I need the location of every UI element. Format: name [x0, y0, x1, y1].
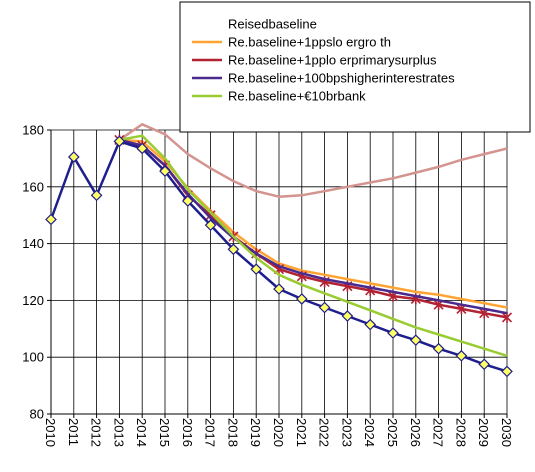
x-tick-label: 2012	[89, 418, 104, 447]
data-point	[45, 213, 57, 226]
data-point	[204, 219, 217, 231]
legend-box	[179, 1, 531, 133]
y-tick-label: 80	[30, 407, 44, 422]
series-layer	[45, 123, 513, 378]
data-point	[159, 165, 171, 178]
data-point	[227, 243, 240, 256]
legend-item: Re.baseline+100bpshigherinterestrates	[192, 71, 455, 86]
x-tick-label: 2013	[111, 418, 126, 447]
legend-label: Re.baseline+€10brbank	[228, 89, 366, 104]
series-line	[118, 123, 508, 198]
axis-layer: 80 100 120 140 160 180 2010 2011 2012 2013 2014 201…	[22, 123, 514, 447]
x-tick-label: 2015	[157, 418, 172, 447]
x-tick-label: 2017	[203, 418, 218, 447]
y-tick-label: 140	[22, 236, 44, 251]
data-point	[90, 189, 103, 202]
legend-label: Re.baseline+1pplo erprimarysurplus	[228, 53, 437, 68]
x-tick-label: 2018	[225, 418, 240, 447]
x-tick-label: 2020	[271, 418, 286, 447]
data-point	[113, 135, 126, 148]
data-point	[387, 327, 399, 339]
y-tick-label: 120	[22, 293, 44, 308]
data-point	[295, 293, 308, 305]
y-tick-label: 100	[22, 350, 44, 365]
legend-label: Re.baseline+1ppslo ergro th	[228, 35, 391, 50]
series-0	[118, 123, 508, 198]
x-tick-label: 2022	[317, 418, 332, 447]
x-tick-label: 2021	[294, 418, 309, 447]
x-tick-label: 2030	[499, 418, 514, 447]
data-point	[136, 142, 149, 155]
series-1	[119, 138, 508, 309]
data-point	[501, 311, 513, 323]
data-point	[364, 318, 377, 331]
data-point	[478, 358, 491, 371]
x-tick-label: 2010	[43, 418, 58, 447]
x-tick-label: 2025	[385, 418, 400, 447]
series-line	[119, 134, 508, 357]
legend-item: Reisedbaseline	[228, 17, 317, 32]
x-tick-label: 2011	[66, 418, 81, 446]
legend-item: Re.baseline+1pplo erprimarysurplus	[192, 53, 437, 68]
x-tick-label: 2027	[431, 418, 446, 447]
data-point	[341, 310, 354, 322]
legend-item: Re.baseline+€10brbank	[192, 89, 366, 104]
data-point	[250, 263, 263, 276]
legend-label: Reisedbaseline	[228, 17, 317, 32]
series-line	[119, 138, 508, 315]
legend-label: Re.baseline+100bpshigherinterestrates	[228, 71, 455, 86]
legend-item: Re.baseline+1ppslo ergro th	[192, 35, 391, 50]
y-tick-label: 180	[22, 123, 44, 138]
x-tick-label: 2029	[476, 418, 491, 447]
series-4	[119, 134, 508, 357]
data-point	[318, 301, 331, 314]
legend: Reisedbaseline Re.baseline+1ppslo ergro t…	[179, 1, 531, 133]
data-point	[501, 365, 513, 378]
x-tick-label: 2019	[248, 418, 263, 447]
data-point	[409, 334, 422, 347]
x-tick-label: 2028	[453, 418, 468, 447]
series-line	[119, 138, 508, 319]
data-point	[432, 342, 445, 355]
x-tick-label: 2024	[362, 418, 377, 447]
x-tick-label: 2014	[134, 418, 149, 447]
data-point	[181, 195, 194, 207]
x-tick-label: 2016	[180, 418, 195, 447]
series-3	[119, 138, 508, 315]
data-point	[67, 151, 80, 163]
series-line	[119, 138, 508, 309]
data-point	[455, 349, 468, 362]
x-tick-label: 2023	[339, 418, 354, 447]
data-point	[273, 283, 285, 295]
y-tick-label: 160	[22, 179, 44, 194]
x-tick-label: 2026	[408, 418, 423, 447]
series-5	[45, 135, 513, 378]
